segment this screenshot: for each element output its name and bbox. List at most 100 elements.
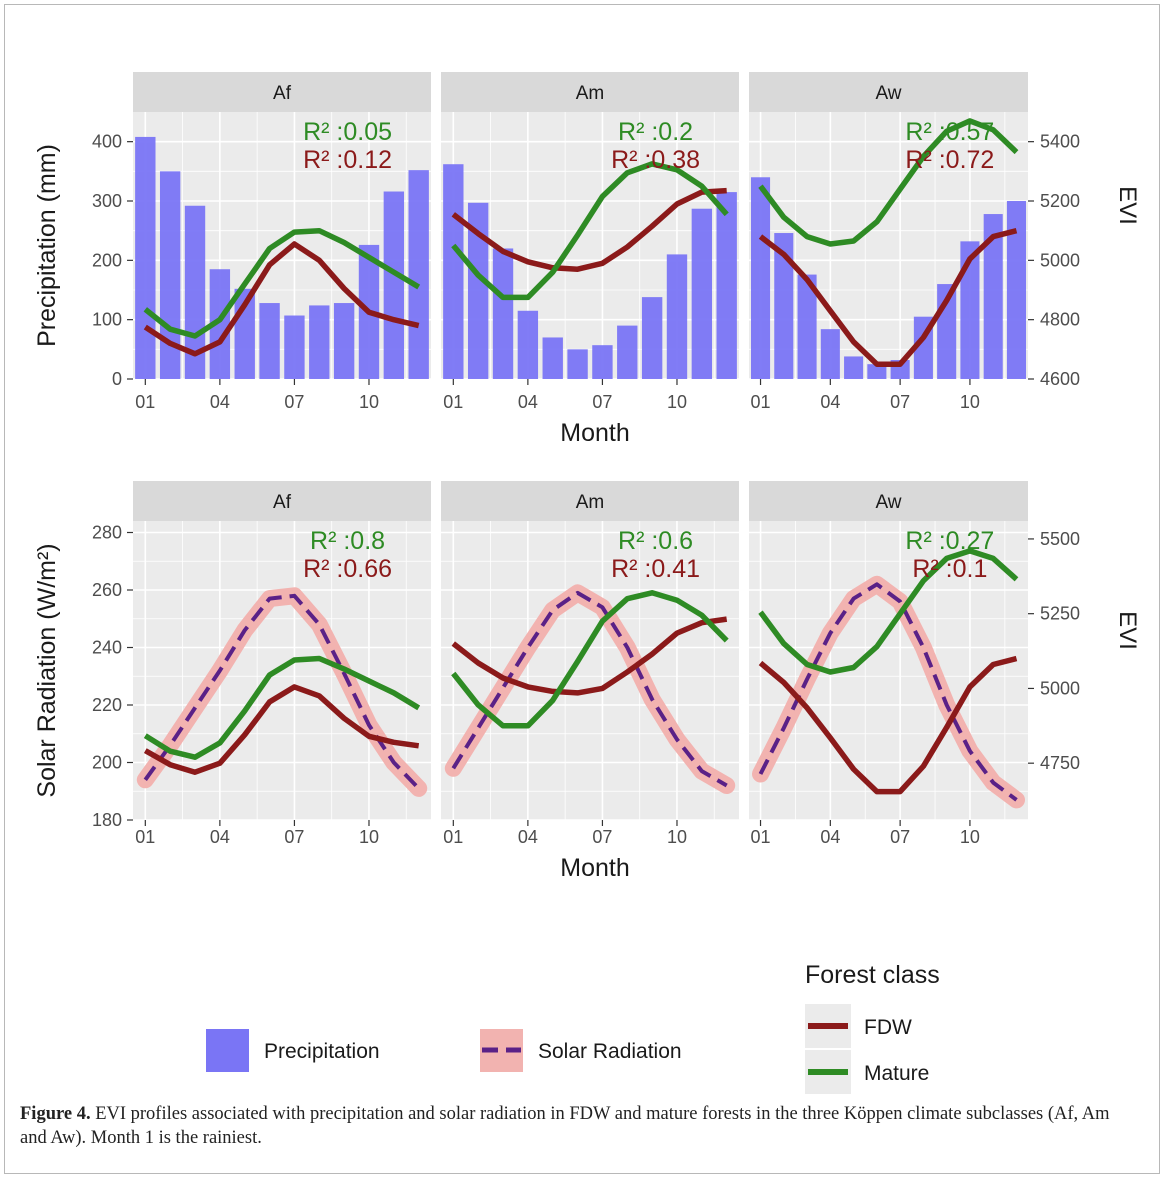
y2-axis-label-solar: EVI bbox=[1114, 611, 1141, 650]
facet-strip-label: Am bbox=[576, 83, 605, 104]
y-tick-label: 0 bbox=[112, 369, 122, 389]
x-tick-label: 07 bbox=[284, 827, 304, 847]
evi-line-mature bbox=[451, 590, 729, 729]
precipitation-bar bbox=[617, 325, 638, 379]
y-tick-label: 200 bbox=[92, 753, 122, 773]
evi-line-fdw bbox=[758, 655, 1018, 795]
r2-mature-label: R² :0.8 bbox=[310, 527, 385, 555]
x-tick-label: 01 bbox=[751, 827, 771, 847]
precipitation-bar bbox=[691, 208, 713, 379]
x-tick-label: 10 bbox=[359, 827, 379, 847]
x-tick-label: 01 bbox=[443, 392, 463, 412]
solar-radiation-line bbox=[451, 590, 728, 788]
x-tick-label: 04 bbox=[210, 827, 230, 847]
y2-tick-label: 4750 bbox=[1040, 753, 1080, 773]
y2-tick-label: 5250 bbox=[1040, 604, 1080, 624]
legend-forest-title: Forest class bbox=[805, 961, 940, 989]
figure-svg: Precipitation (mm) EVI Month 0 100 200 300 400 4… bbox=[33, 72, 1141, 1094]
x-tick-label: 04 bbox=[518, 827, 538, 847]
precipitation-bar bbox=[797, 274, 817, 379]
precipitation-bar bbox=[567, 349, 588, 379]
y2-tick-label: 5000 bbox=[1040, 678, 1080, 698]
facet-solar-am: Am 01 04 07 10 R² :0.6R² :0.41 bbox=[441, 481, 739, 847]
y-tick-label: 240 bbox=[92, 638, 122, 658]
solar-radiation-line bbox=[143, 593, 421, 790]
evi-line-mature bbox=[143, 655, 421, 760]
y-tick-label: 260 bbox=[92, 580, 122, 600]
y2-tick-label: 5400 bbox=[1040, 132, 1080, 152]
precipitation-bar bbox=[820, 329, 840, 379]
evi-line-fdw bbox=[143, 684, 420, 775]
x-tick-label: 04 bbox=[210, 392, 230, 412]
facet-strip bbox=[133, 72, 431, 112]
precipitation-bar bbox=[960, 241, 980, 379]
plots-layer: Precipitation (mm) EVI Month 0 100 200 300 400 4… bbox=[33, 72, 1141, 882]
precipitation-bar bbox=[750, 177, 771, 379]
facet-strip-label: Af bbox=[273, 492, 292, 513]
precipitation-bar bbox=[467, 202, 489, 379]
x-tick-label: 01 bbox=[751, 392, 771, 412]
r2-fdw-label: R² :0.12 bbox=[303, 146, 392, 174]
y2-tick-label: 4600 bbox=[1040, 369, 1080, 389]
y-tick-label: 200 bbox=[92, 250, 122, 270]
x-axis-title-solar: Month bbox=[560, 854, 629, 882]
r2-fdw-label: R² :0.38 bbox=[611, 146, 700, 174]
evi-line-mature bbox=[143, 227, 421, 339]
x-tick-label: 01 bbox=[135, 392, 155, 412]
y-tick-label: 220 bbox=[92, 695, 122, 715]
r2-mature-label: R² :0.05 bbox=[303, 118, 392, 146]
y-tick-label: 100 bbox=[92, 310, 122, 330]
y-axis-label-precipitation: Precipitation (mm) bbox=[33, 144, 61, 347]
x-tick-label: 10 bbox=[960, 392, 980, 412]
precipitation-bar bbox=[408, 170, 429, 379]
r2-fdw-label: R² :0.41 bbox=[611, 555, 700, 583]
x-tick-label: 10 bbox=[667, 827, 687, 847]
y-tick-label: 180 bbox=[92, 810, 122, 830]
y2-tick-label: 4800 bbox=[1040, 310, 1080, 330]
precipitation-bar bbox=[666, 254, 688, 379]
r2-mature-label: R² :0.27 bbox=[905, 527, 994, 555]
evi-line-mature bbox=[758, 548, 1019, 675]
y-tick-label: 280 bbox=[92, 523, 122, 543]
precipitation-bar bbox=[983, 214, 1003, 379]
facet-precipitation-am: Am 01 04 07 10 R² :0.2R² :0.38 bbox=[441, 72, 739, 412]
r2-fdw-label: R² :0.72 bbox=[905, 146, 994, 174]
precipitation-bar bbox=[592, 345, 613, 379]
precipitation-bar bbox=[492, 248, 514, 379]
legend-solar-label: Solar Radiation bbox=[538, 1040, 682, 1063]
facet-strip bbox=[749, 72, 1028, 112]
evi-line-mature bbox=[451, 161, 729, 301]
evi-line-fdw bbox=[451, 616, 728, 696]
y2-tick-label: 5200 bbox=[1040, 191, 1080, 211]
precipitation-bar bbox=[383, 191, 405, 379]
precipitation-bar bbox=[774, 233, 794, 379]
x-tick-label: 04 bbox=[820, 827, 840, 847]
evi-line-fdw bbox=[758, 228, 1018, 367]
x-tick-label: 01 bbox=[443, 827, 463, 847]
y-axis-label-solar: Solar Radiation (W/m²) bbox=[33, 543, 61, 797]
x-tick-label: 07 bbox=[890, 392, 910, 412]
precipitation-bar bbox=[641, 297, 663, 379]
facet-strip-label: Am bbox=[576, 492, 605, 513]
caption-text: EVI profiles associated with precipitati… bbox=[20, 1104, 1110, 1148]
x-tick-label: 10 bbox=[667, 392, 687, 412]
evi-line-fdw bbox=[143, 241, 420, 357]
precipitation-bar bbox=[284, 315, 305, 379]
precipitation-bar bbox=[517, 310, 539, 379]
evi-line-mature bbox=[758, 118, 1019, 247]
precipitation-bar bbox=[309, 305, 330, 379]
precipitation-bar bbox=[259, 303, 280, 379]
y2-axis-label-precipitation: EVI bbox=[1114, 186, 1141, 225]
x-tick-label: 04 bbox=[820, 392, 840, 412]
precipitation-bar bbox=[716, 192, 737, 379]
x-tick-label: 07 bbox=[592, 827, 612, 847]
precipitation-bar bbox=[1006, 201, 1027, 379]
r2-fdw-label: R² :0.1 bbox=[912, 555, 987, 583]
chart-row-solar: Solar Radiation (W/m²) EVI Month 180 200 220 2… bbox=[33, 481, 1141, 882]
legend: Precipitation Solar Radiation Forest cla… bbox=[206, 961, 940, 1094]
y2-tick-label: 5500 bbox=[1040, 529, 1080, 549]
y-tick-label: 300 bbox=[92, 191, 122, 211]
